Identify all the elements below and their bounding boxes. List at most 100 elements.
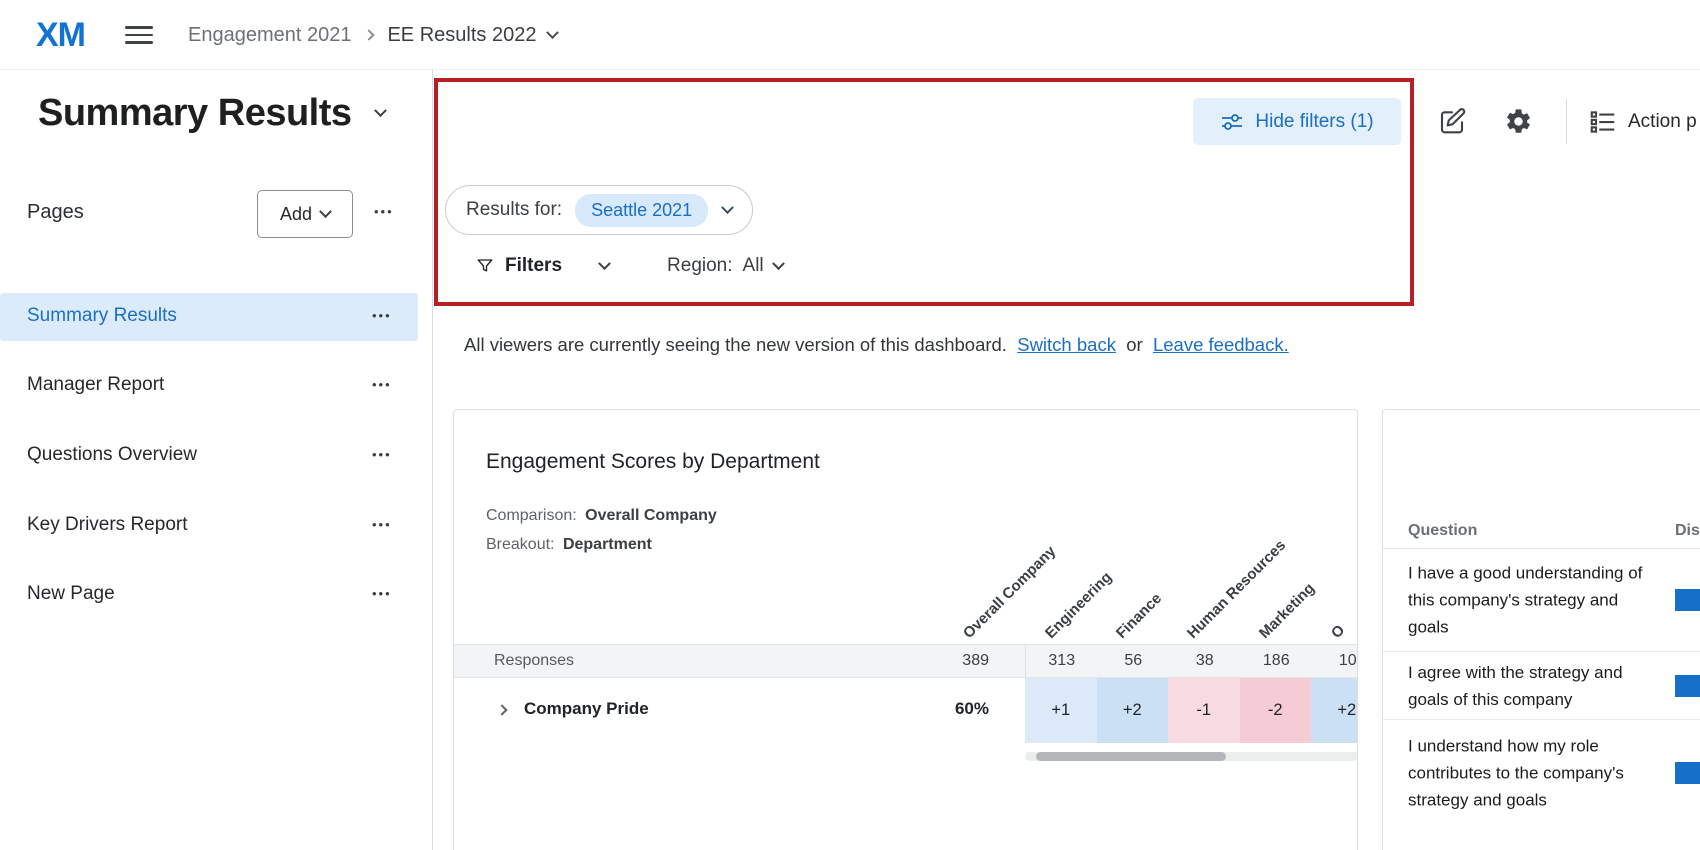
region-filter-label: Region: xyxy=(667,255,733,276)
responses-cells: 313 56 38 186 10 xyxy=(1025,645,1357,677)
results-for-label: Results for: xyxy=(466,199,563,220)
delta-cell: +2 xyxy=(1311,678,1357,743)
sidebar-divider xyxy=(432,70,433,850)
edit-dashboard-button[interactable] xyxy=(1435,104,1469,138)
question-text: I have a good understanding of this comp… xyxy=(1408,563,1643,636)
region-chevron-icon[interactable] xyxy=(771,256,785,270)
sidebar-item-label: Questions Overview xyxy=(27,444,198,465)
comparison-value: Overall Company xyxy=(585,507,717,524)
action-planning-label: Action p xyxy=(1628,110,1697,132)
sidebar-item-manager-report[interactable]: Manager Report ••• xyxy=(0,362,418,410)
comparison-meta: Comparison: Overall Company xyxy=(486,507,717,525)
question-row: I understand how my role contributes to … xyxy=(1383,720,1700,826)
chevron-down-icon xyxy=(319,204,332,218)
pages-header: Pages Add ••• xyxy=(0,190,420,240)
breadcrumb-chevron-down-icon[interactable] xyxy=(546,25,560,39)
overall-score-value: 60% xyxy=(954,699,989,718)
breadcrumb-separator-icon xyxy=(363,29,376,41)
breadcrumb-current-link[interactable]: EE Results 2022 xyxy=(387,23,537,46)
column-headers: Overall Company Engineering Finance Huma… xyxy=(454,498,1357,644)
notice-conjunction: or xyxy=(1126,334,1143,355)
company-pride-row: Company Pride 60% +1 +2 -1 -2 +2 xyxy=(454,678,1357,743)
responses-cell: 56 xyxy=(1124,652,1143,669)
responses-cell: 10 xyxy=(1338,652,1357,669)
widget-title: Engagement Scores by Department xyxy=(486,450,820,473)
responses-overall-value: 389 xyxy=(962,652,989,669)
filters-row: Filters Region: All xyxy=(476,250,785,282)
question-text: I agree with the strategy and goals of t… xyxy=(1408,662,1623,709)
topbar: XM Engagement 2021 EE Results 2022 xyxy=(0,0,1700,70)
row-label: Company Pride xyxy=(524,699,649,718)
hide-filters-button[interactable]: Hide filters (1) xyxy=(1193,98,1401,145)
column-header: Marketing xyxy=(1255,579,1319,642)
item-overflow-menu-button[interactable]: ••• xyxy=(372,308,392,323)
action-planning-icon xyxy=(1590,110,1615,133)
sidebar-item-label: Key Drivers Report xyxy=(27,514,188,535)
sidebar-item-key-drivers-report[interactable]: Key Drivers Report ••• xyxy=(0,502,418,550)
delta-cell: -2 xyxy=(1239,678,1311,743)
questions-widget: Question Dis I have a good understanding… xyxy=(1382,409,1700,850)
distribution-bar xyxy=(1675,588,1700,611)
add-page-label: Add xyxy=(279,203,313,224)
edit-pencil-icon xyxy=(1440,108,1466,134)
results-for-chip[interactable]: Seattle 2021 xyxy=(575,193,709,227)
distribution-bar xyxy=(1675,674,1700,697)
breakout-value: Department xyxy=(562,536,652,553)
question-row: I agree with the strategy and goals of t… xyxy=(1383,652,1700,720)
responses-cell: 38 xyxy=(1195,652,1214,669)
horizontal-scrollbar-thumb[interactable] xyxy=(1036,752,1226,761)
hide-filters-label: Hide filters (1) xyxy=(1255,110,1374,132)
horizontal-scrollbar-track xyxy=(1025,752,1357,761)
distribution-bar xyxy=(1675,762,1700,784)
item-overflow-menu-button[interactable]: ••• xyxy=(372,586,392,601)
breadcrumb: Engagement 2021 EE Results 2022 xyxy=(188,0,560,70)
header-divider xyxy=(1383,548,1700,549)
funnel-icon xyxy=(477,259,493,272)
gear-icon xyxy=(1506,108,1530,133)
distribution-column-header: Dis xyxy=(1675,522,1700,539)
breakout-label: Breakout: xyxy=(486,536,555,553)
item-overflow-menu-button[interactable]: ••• xyxy=(372,447,392,462)
toolbar-divider xyxy=(1566,99,1567,144)
question-column-header: Question xyxy=(1408,522,1478,539)
comparison-label: Comparison: xyxy=(486,507,577,524)
notice-text: All viewers are currently seeing the new… xyxy=(464,334,1007,355)
responses-row: Responses 389 313 56 38 186 10 xyxy=(454,644,1357,678)
sidebar-item-label: New Page xyxy=(27,583,115,604)
region-filter-value[interactable]: All xyxy=(742,255,764,276)
expand-row-chevron-icon[interactable] xyxy=(496,704,508,716)
results-for-selector[interactable]: Results for: Seattle 2021 xyxy=(445,185,754,235)
sidebar-item-questions-overview[interactable]: Questions Overview ••• xyxy=(0,432,418,480)
pages-label: Pages xyxy=(27,201,84,223)
item-overflow-menu-button[interactable]: ••• xyxy=(372,517,392,532)
switch-back-link[interactable]: Switch back xyxy=(1017,334,1116,355)
responses-cell: 313 xyxy=(1048,652,1076,669)
breadcrumb-parent-link[interactable]: Engagement 2021 xyxy=(188,23,352,46)
column-header: Engineering xyxy=(1041,568,1116,642)
action-planning-button[interactable]: Action p xyxy=(1588,99,1697,144)
column-header: Finance xyxy=(1112,589,1166,642)
question-text: I understand how my role contributes to … xyxy=(1408,736,1624,810)
xm-logo[interactable]: XM xyxy=(36,15,86,54)
responses-cell: 186 xyxy=(1262,652,1290,669)
add-page-button[interactable]: Add xyxy=(257,190,353,238)
filters-chevron-icon[interactable] xyxy=(598,256,611,270)
sidebar-item-new-page[interactable]: New Page ••• xyxy=(0,571,418,619)
page-title-row: Summary Results xyxy=(38,84,387,142)
column-header: O xyxy=(1327,621,1349,642)
item-overflow-menu-button[interactable]: ••• xyxy=(372,377,392,392)
version-notice: All viewers are currently seeing the new… xyxy=(464,334,1289,356)
chevron-down-icon[interactable] xyxy=(721,200,735,214)
delta-cell: +1 xyxy=(1025,678,1097,743)
leave-feedback-link[interactable]: Leave feedback. xyxy=(1152,334,1289,355)
sidebar-item-summary-results[interactable]: Summary Results ••• xyxy=(0,293,418,341)
delta-cell: -1 xyxy=(1168,678,1240,743)
hamburger-menu-icon[interactable] xyxy=(125,26,153,45)
pages-overflow-menu-button[interactable]: ••• xyxy=(374,204,394,219)
page-title-chevron-icon[interactable] xyxy=(373,103,387,117)
sidebar-item-label: Summary Results xyxy=(27,305,177,326)
settings-button[interactable] xyxy=(1501,104,1535,138)
filters-label[interactable]: Filters xyxy=(505,255,563,276)
delta-cell: +2 xyxy=(1096,678,1168,743)
